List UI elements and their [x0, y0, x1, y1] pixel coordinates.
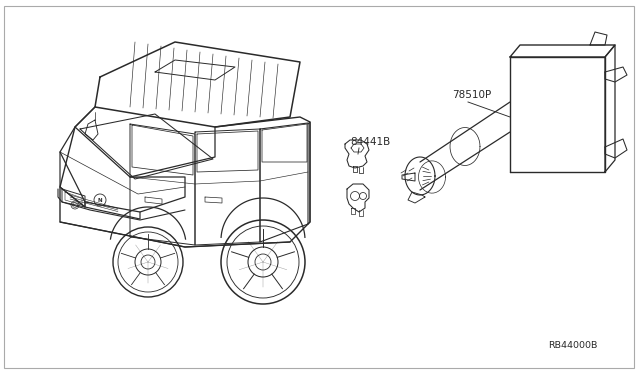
Text: RB44000B: RB44000B	[548, 341, 597, 350]
Text: N: N	[98, 198, 102, 202]
Text: 84441B: 84441B	[350, 137, 390, 147]
Text: 78510P: 78510P	[452, 90, 492, 100]
